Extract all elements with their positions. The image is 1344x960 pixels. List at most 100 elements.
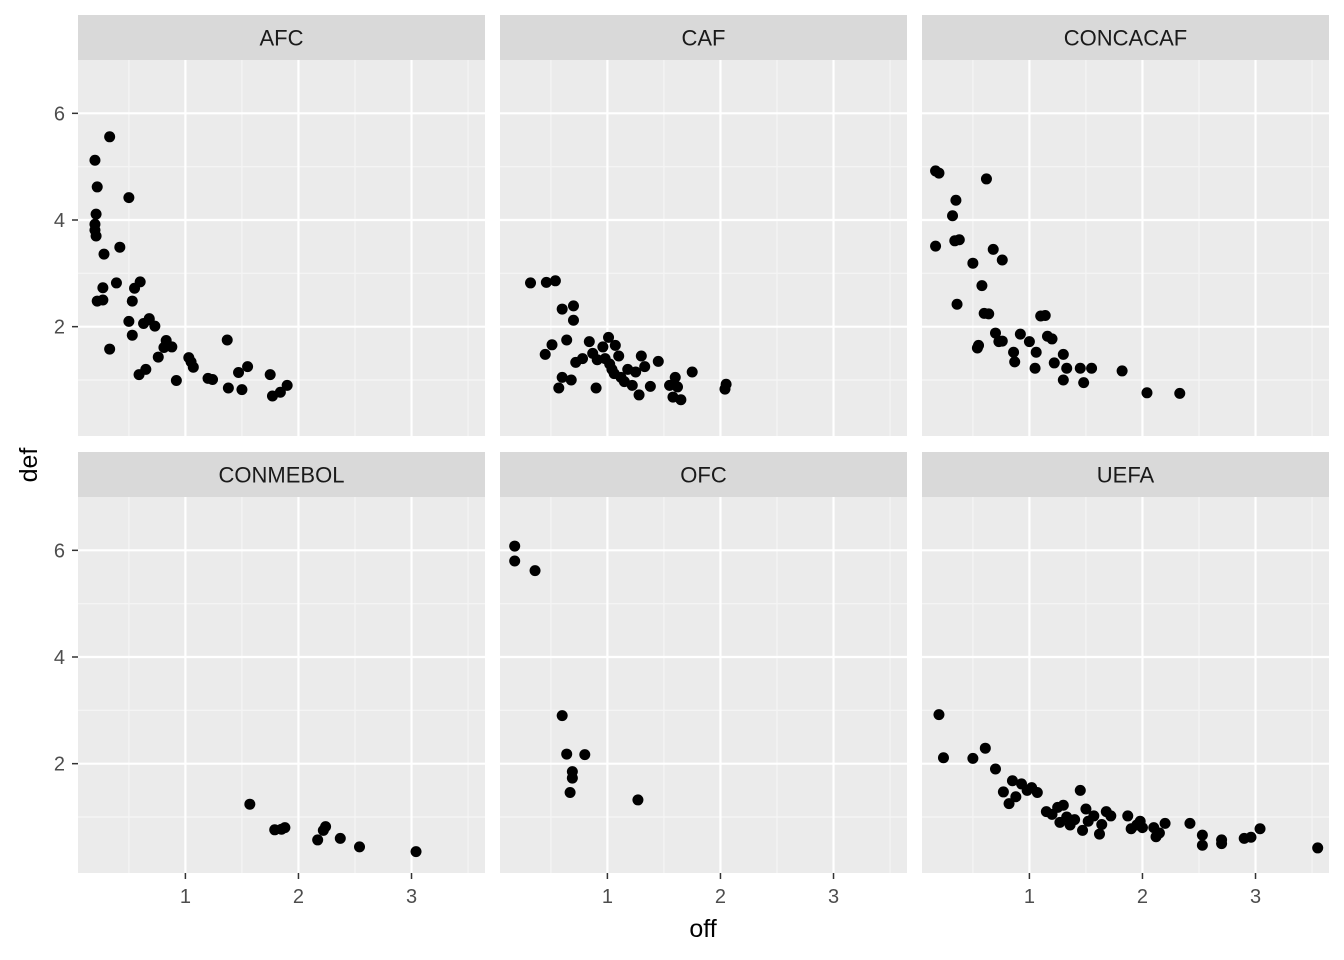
facet-label-caf: CAF	[682, 26, 726, 51]
facet-conmebol: CONMEBOL	[78, 452, 485, 873]
data-point	[320, 821, 332, 833]
data-point	[933, 709, 945, 721]
data-point	[609, 339, 621, 351]
data-point	[509, 540, 521, 552]
facet-concacaf: CONCACAF	[922, 15, 1329, 436]
y-axis-title: def	[15, 448, 43, 483]
data-point	[90, 208, 102, 220]
data-point	[1141, 387, 1153, 399]
data-point	[937, 752, 949, 764]
data-point	[979, 742, 991, 754]
data-point	[720, 378, 732, 390]
data-point	[1245, 831, 1257, 843]
data-point	[1009, 356, 1021, 368]
data-point	[577, 353, 589, 365]
data-point	[675, 394, 687, 406]
data-point	[987, 243, 999, 255]
data-point	[997, 786, 1009, 798]
data-point	[410, 846, 422, 858]
data-point	[1029, 362, 1041, 374]
facet-label-concacaf: CONCACAF	[1064, 26, 1187, 51]
data-point	[540, 276, 552, 288]
data-point	[1174, 387, 1186, 399]
data-point	[583, 336, 595, 348]
data-point	[996, 254, 1008, 266]
data-point	[123, 315, 135, 327]
data-point	[565, 374, 577, 386]
data-point	[644, 380, 656, 392]
data-point	[1136, 822, 1148, 834]
data-point	[989, 763, 1001, 775]
y-tick-label: 4	[54, 210, 65, 232]
data-point	[244, 798, 256, 810]
data-point	[1086, 362, 1098, 374]
data-point	[1078, 377, 1090, 389]
x-tick-label: 1	[602, 886, 613, 908]
data-point	[281, 379, 293, 391]
x-tick-label: 3	[406, 886, 417, 908]
data-point	[1074, 784, 1086, 796]
data-point	[1093, 828, 1105, 840]
data-point	[630, 366, 642, 378]
data-point	[546, 339, 558, 351]
panel-background-caf	[500, 60, 907, 436]
data-point	[152, 351, 164, 363]
data-point	[187, 361, 199, 373]
x-axis-title: off	[689, 915, 716, 943]
data-point	[556, 710, 568, 722]
data-point	[1057, 374, 1069, 386]
data-point	[1088, 810, 1100, 822]
data-point	[561, 748, 573, 760]
data-point	[947, 210, 959, 222]
data-point	[564, 786, 576, 798]
data-point	[686, 366, 698, 378]
data-point	[989, 327, 1001, 339]
data-point	[603, 331, 615, 343]
data-point	[590, 382, 602, 394]
y-tick-label: 6	[54, 540, 65, 562]
data-point	[556, 303, 568, 315]
data-point	[1105, 810, 1117, 822]
data-point	[556, 371, 568, 383]
data-point	[933, 167, 945, 179]
facet-strip-concacaf	[922, 15, 1329, 60]
facet-label-afc: AFC	[260, 26, 304, 51]
data-point	[236, 384, 248, 396]
facet-label-ofc: OFC	[680, 463, 727, 488]
data-point	[1010, 791, 1022, 803]
panel-background-conmebol	[78, 497, 485, 873]
data-point	[126, 329, 138, 341]
data-point	[233, 367, 245, 379]
data-point	[110, 277, 122, 289]
data-point	[529, 565, 541, 577]
data-point	[166, 341, 178, 353]
y-tick-label: 2	[54, 754, 65, 776]
data-point	[1057, 348, 1069, 360]
panel-background-uefa	[922, 497, 1329, 873]
data-point	[567, 300, 579, 312]
data-point	[626, 379, 638, 391]
facet-strip-uefa	[922, 452, 1329, 497]
data-point	[1039, 309, 1051, 321]
data-point	[549, 275, 561, 287]
x-tick-label: 2	[715, 886, 726, 908]
data-point	[613, 350, 625, 362]
facet-label-uefa: UEFA	[1097, 463, 1155, 488]
x-tick-label: 1	[1024, 886, 1035, 908]
data-point	[149, 320, 161, 332]
data-point	[143, 313, 155, 325]
data-point	[509, 555, 521, 567]
data-point	[133, 369, 145, 381]
facet-afc: AFC	[78, 15, 485, 436]
data-point	[597, 341, 609, 353]
data-point	[114, 241, 126, 253]
data-point	[1080, 803, 1092, 815]
data-point	[104, 131, 116, 143]
data-point	[953, 234, 965, 246]
data-point	[635, 350, 647, 362]
data-point	[264, 369, 276, 381]
data-point	[671, 381, 683, 393]
data-point	[1254, 823, 1266, 835]
data-point	[976, 280, 988, 292]
